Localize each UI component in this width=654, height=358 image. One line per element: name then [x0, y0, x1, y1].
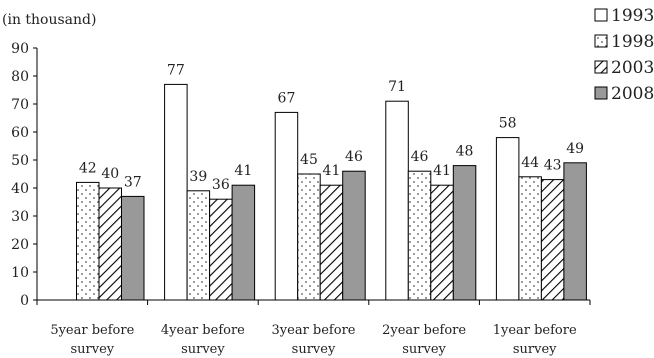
bar-1998: [76, 181, 100, 301]
x-tick-label: survey: [292, 342, 336, 357]
x-tick-label: survey: [70, 342, 114, 357]
legend-label: 2003: [611, 58, 654, 78]
bar-1998: [297, 173, 321, 301]
legend-label: 2008: [611, 84, 654, 104]
y-tick-label: 60: [11, 125, 29, 141]
data-label: 44: [521, 155, 539, 171]
y-tick-label: 40: [11, 181, 29, 197]
data-label: 48: [456, 144, 474, 160]
legend-swatch-2003: [594, 60, 608, 74]
legend-label: 1993: [611, 6, 654, 26]
bar-1998: [407, 170, 432, 301]
data-label: 43: [544, 158, 562, 174]
data-label: 71: [388, 79, 406, 95]
bar-1993: [274, 111, 299, 301]
data-label: 46: [411, 149, 429, 165]
bar-1998: [186, 190, 211, 301]
bar-2003: [319, 184, 344, 301]
data-label: 67: [278, 90, 296, 106]
data-label: 58: [499, 116, 517, 132]
data-label: 36: [212, 177, 230, 193]
data-label: 40: [101, 166, 119, 182]
x-tick-label: survey: [181, 342, 225, 357]
bar-2003: [209, 198, 233, 301]
x-tick-label: 1year before: [493, 323, 577, 338]
data-label: 41: [433, 163, 451, 179]
data-label: 41: [323, 163, 341, 179]
bar-2003: [540, 179, 565, 301]
y-tick-label: 20: [11, 237, 29, 253]
x-tick-label: 3year before: [272, 323, 356, 338]
axes: 0 10 20 30 40 50 60 70 80 90 5year before survey 4ye…: [11, 41, 591, 357]
data-label: 49: [566, 141, 584, 157]
bar-1998: [518, 176, 542, 301]
data-label: 41: [234, 163, 252, 179]
legend: 1993 1998 2003 2008: [594, 6, 654, 104]
bar-1993: [164, 83, 188, 301]
y-tick-label: 70: [11, 97, 29, 113]
y-tick-label: 0: [20, 293, 29, 309]
bar-2003: [98, 187, 122, 301]
data-label: 45: [300, 152, 318, 168]
data-label: 77: [167, 62, 185, 78]
bars: [76, 83, 587, 301]
bar-2008: [121, 195, 145, 301]
legend-swatch-1998: [594, 34, 608, 48]
bar-2008: [342, 170, 366, 301]
y-tick-label: 30: [11, 209, 29, 225]
y-tick-label: 10: [11, 265, 29, 281]
bar-2008: [231, 184, 256, 301]
y-tick-label: 80: [11, 69, 29, 85]
bar-2008: [452, 165, 477, 301]
data-label: 46: [345, 149, 363, 165]
y-tick-label: 90: [11, 41, 29, 57]
bar-2003: [430, 184, 454, 301]
data-label: 37: [124, 174, 142, 190]
x-tick-label: survey: [402, 342, 446, 357]
x-tick-label: 2year before: [382, 323, 466, 338]
bar-2008: [563, 162, 587, 301]
x-tick-label: 5year before: [50, 323, 134, 338]
y-axis-label: (in thousand): [2, 12, 96, 28]
bar-1993: [495, 137, 520, 301]
bar-1993: [385, 100, 409, 301]
legend-swatch-2008: [594, 86, 608, 100]
data-label: 42: [79, 160, 97, 176]
x-tick-label: survey: [513, 342, 557, 357]
data-label: 39: [189, 169, 207, 185]
legend-swatch-1993: [594, 8, 608, 22]
x-tick-label: 4year before: [161, 323, 245, 338]
legend-label: 1998: [611, 32, 654, 52]
y-tick-label: 50: [11, 153, 29, 169]
